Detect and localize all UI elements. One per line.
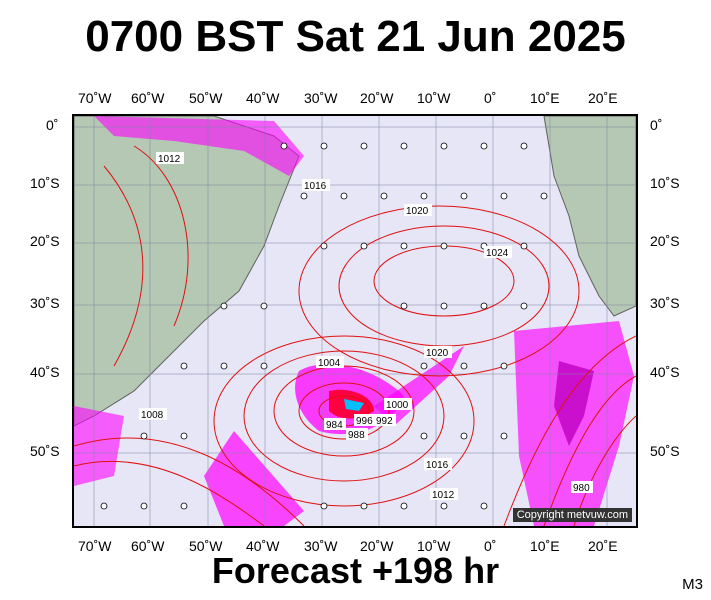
- lon-tick: 30˚W: [304, 538, 338, 554]
- isobar-labels: 1012 1016 1020 1024 1020 1016 1012 1008 …: [139, 152, 593, 501]
- lon-tick: 20˚W: [360, 538, 394, 554]
- lat-tick: 10˚S: [30, 175, 60, 191]
- lon-tick: 10˚E: [530, 538, 560, 554]
- isobar-label: 988: [348, 430, 365, 441]
- isobar-label: 1000: [386, 400, 409, 411]
- isobar-label: 1020: [426, 348, 449, 359]
- lon-tick: 50˚W: [189, 538, 223, 554]
- isobar-label: 1012: [432, 490, 455, 501]
- lat-tick: 0˚: [46, 117, 59, 133]
- wind-barbs: [100, 142, 548, 510]
- lat-tick: 50˚S: [30, 443, 60, 459]
- isobar-label: 980: [573, 483, 590, 494]
- isobar-label: 1020: [406, 206, 429, 217]
- lon-tick: 70˚W: [78, 538, 112, 554]
- lon-tick: 60˚W: [131, 90, 165, 106]
- lon-tick: 20˚W: [360, 90, 394, 106]
- lat-tick: 20˚S: [650, 233, 680, 249]
- lon-tick: 10˚W: [417, 538, 451, 554]
- lat-tick: 30˚S: [30, 295, 60, 311]
- lon-tick: 20˚E: [588, 538, 618, 554]
- lon-tick: 70˚W: [78, 90, 112, 106]
- lat-tick: 40˚S: [30, 364, 60, 380]
- weather-map: 1012 1016 1020 1024 1020 1016 1012 1008 …: [72, 114, 638, 528]
- isobar-label: 984: [326, 420, 343, 431]
- lon-tick: 40˚W: [246, 90, 280, 106]
- lon-tick: 0˚: [484, 90, 497, 106]
- isobar-label: 1016: [304, 181, 327, 192]
- rain-band-north: [94, 116, 304, 176]
- lat-tick: 30˚S: [650, 295, 680, 311]
- rain-core-east: [554, 361, 594, 446]
- lon-tick: 10˚W: [417, 90, 451, 106]
- rain-band-southwest-corner: [74, 406, 124, 486]
- weather-map-canvas: 1012 1016 1020 1024 1020 1016 1012 1008 …: [74, 116, 636, 526]
- isobar-label: 1024: [486, 248, 509, 259]
- isobar-label: 1016: [426, 460, 449, 471]
- isobar-label: 1012: [158, 154, 181, 165]
- lon-tick: 60˚W: [131, 538, 165, 554]
- isobar-label: 1008: [141, 410, 164, 421]
- lat-tick: 20˚S: [30, 233, 60, 249]
- lon-tick: 0˚: [484, 538, 497, 554]
- isobar-label: 992: [376, 416, 393, 427]
- forecast-hour: Forecast +198 hr: [211, 550, 500, 591]
- lat-tick: 10˚S: [650, 175, 680, 191]
- rain-cell-central-low: [344, 399, 364, 411]
- copyright-notice: Copyright metvuw.com: [512, 508, 632, 522]
- lon-tick: 20˚E: [588, 90, 618, 106]
- isobar-label: 996: [356, 416, 373, 427]
- forecast-title: 0700 BST Sat 21 Jun 2025: [85, 12, 626, 61]
- lon-tick: 10˚E: [530, 90, 560, 106]
- lat-tick: 40˚S: [650, 364, 680, 380]
- lon-tick: 30˚W: [304, 90, 338, 106]
- lat-tick: 50˚S: [650, 443, 680, 459]
- model-id: M3: [682, 576, 703, 593]
- isobar-label: 1004: [318, 358, 341, 369]
- lon-tick: 40˚W: [246, 538, 280, 554]
- land-africa: [543, 116, 636, 317]
- lon-tick: 50˚W: [189, 90, 223, 106]
- lat-tick: 0˚: [650, 117, 663, 133]
